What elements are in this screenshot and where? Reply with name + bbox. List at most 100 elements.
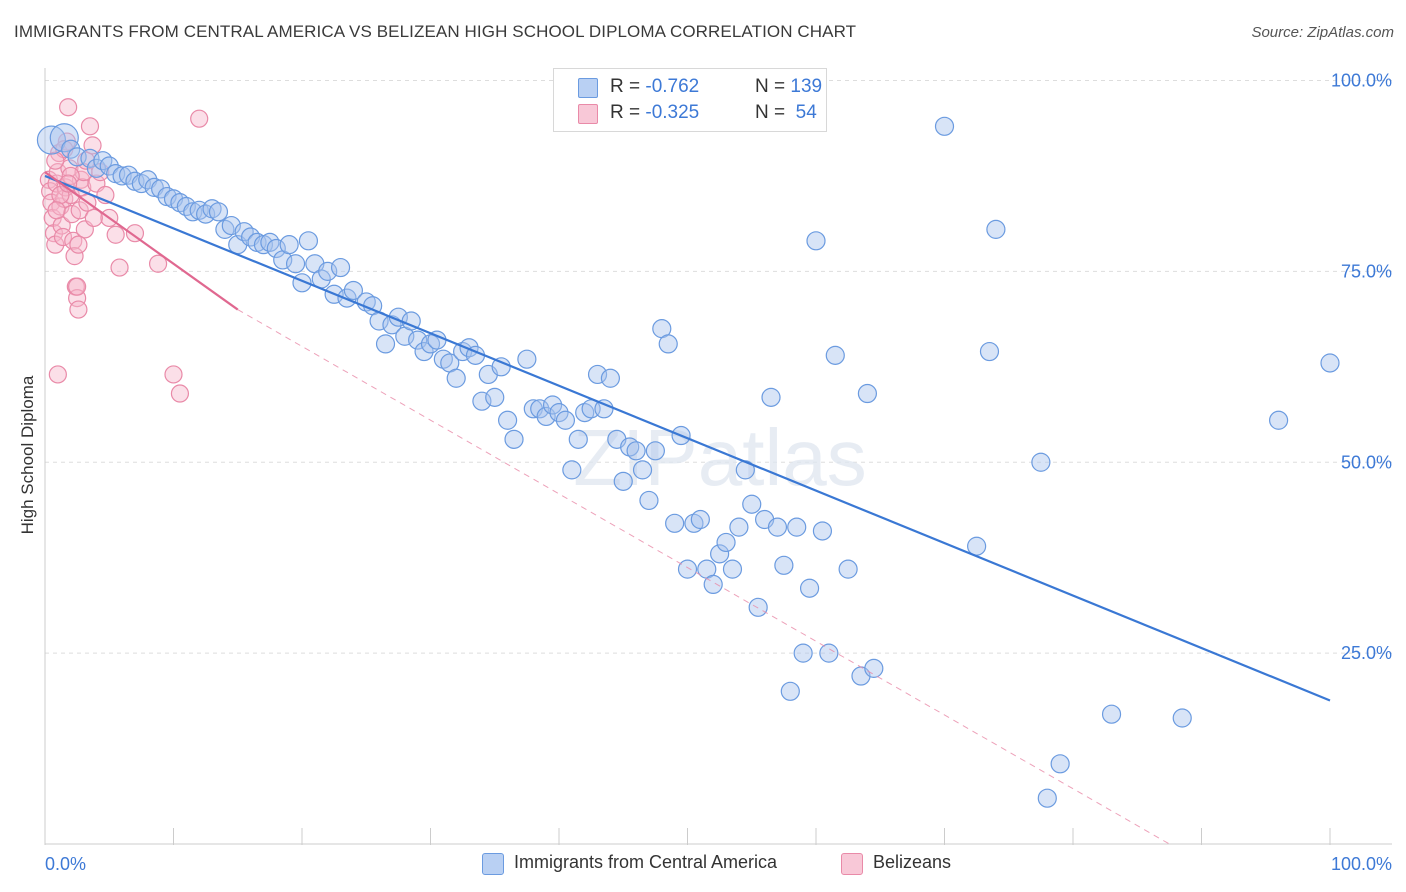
- central-america-point: [485, 387, 505, 407]
- n-value-blue: 139: [790, 76, 823, 97]
- central-america-point: [729, 517, 749, 537]
- legend-r-blue: R = -0.762: [610, 76, 699, 98]
- correlation-legend: R = -0.762 N = 139 R = -0.325 N = 54: [553, 68, 827, 132]
- central-america-point: [517, 349, 537, 369]
- n-label: N =: [755, 76, 791, 97]
- central-america-point: [806, 231, 826, 251]
- central-america-point: [793, 643, 813, 663]
- legend-n-pink: N = 54: [755, 102, 817, 124]
- central-america-point: [504, 429, 524, 449]
- belizeans-point: [48, 365, 67, 384]
- n-value-pink: 54: [790, 102, 817, 123]
- central-america-point: [446, 368, 466, 388]
- central-america-point: [761, 387, 781, 407]
- belizeans-point: [106, 225, 125, 244]
- central-america-point: [710, 544, 730, 564]
- central-america-point: [408, 330, 428, 350]
- belizeans-point: [110, 258, 129, 277]
- central-america-point: [722, 559, 743, 579]
- central-america-point: [176, 196, 196, 217]
- central-america-point: [1268, 410, 1289, 430]
- legend-swatch-blue: [482, 853, 504, 875]
- central-america-point: [151, 179, 171, 199]
- belizeans-trend-extension: [237, 309, 1170, 845]
- central-america-point: [799, 578, 820, 598]
- central-america-point: [780, 681, 800, 701]
- legend-label: Immigrants from Central America: [514, 852, 778, 872]
- central-america-point: [748, 597, 768, 617]
- central-america-point: [677, 559, 698, 579]
- belizeans-point: [46, 151, 65, 170]
- central-america-point: [857, 383, 878, 404]
- belizeans-point: [164, 365, 183, 384]
- y-axis-label: High School Diploma: [18, 375, 37, 535]
- belizeans-point: [84, 208, 103, 228]
- central-america-point: [665, 513, 685, 533]
- belizeans-point: [47, 201, 66, 220]
- grid-layer: [45, 80, 1392, 654]
- central-america-point: [99, 156, 119, 176]
- source-credit: Source: ZipAtlas.com: [1251, 24, 1394, 41]
- central-america-point: [825, 345, 845, 365]
- legend-r-pink: R = -0.325: [610, 102, 699, 124]
- belizeans-point: [59, 98, 78, 117]
- central-america-point: [639, 490, 659, 511]
- belizeans-point: [80, 117, 100, 136]
- legend-label: Belizeans: [873, 852, 952, 872]
- central-america-point: [549, 403, 569, 423]
- belizeans-point: [70, 201, 89, 220]
- y-tick-label: 25.0%: [1341, 643, 1392, 663]
- central-america-point: [812, 521, 833, 541]
- central-america-point: [986, 219, 1006, 239]
- x-tick-label: 0.0%: [45, 854, 86, 874]
- tick-labels: 100.0% 75.0% 50.0% 25.0% 0.0% 100.0%: [45, 71, 1392, 875]
- x-tick-label: 100.0%: [1331, 854, 1392, 874]
- r-label: R =: [610, 102, 646, 123]
- belizeans-point: [148, 254, 168, 273]
- legend-swatch-pink: [578, 104, 598, 124]
- r-label: R =: [610, 76, 646, 97]
- central-america-point: [536, 406, 556, 427]
- central-america-point: [266, 238, 286, 259]
- central-america-point: [600, 368, 621, 388]
- central-america-point: [979, 341, 1000, 362]
- belizeans-point: [170, 384, 190, 403]
- central-america-point: [36, 125, 67, 155]
- legend-swatch-pink: [841, 853, 863, 875]
- belizeans-point: [190, 109, 209, 128]
- central-america-point: [568, 429, 588, 449]
- central-america-point: [542, 395, 563, 415]
- central-america-point: [1101, 704, 1122, 724]
- central-america-point: [93, 151, 113, 171]
- belizeans-point: [125, 224, 145, 243]
- central-america-point: [298, 231, 319, 251]
- central-america-point: [774, 555, 794, 575]
- central-america-point: [530, 399, 550, 419]
- central-america-point: [1320, 353, 1340, 373]
- central-america-point: [838, 559, 858, 579]
- belizeans-point: [46, 235, 65, 254]
- trend-lines: [44, 171, 1331, 845]
- belizeans-point: [60, 159, 79, 178]
- central-america-point: [864, 658, 884, 678]
- central-america-point: [375, 334, 396, 354]
- central-america-point: [742, 494, 762, 514]
- central-america-point: [61, 139, 81, 159]
- belizeans-point: [69, 235, 88, 254]
- central-america-point: [626, 441, 646, 461]
- central-america-point: [703, 574, 723, 595]
- central-america-point: [49, 123, 79, 153]
- central-america-point: [767, 517, 788, 537]
- central-america-point: [1050, 754, 1070, 774]
- central-america-point: [819, 643, 839, 663]
- central-america-point: [555, 410, 576, 430]
- belizeans-point: [65, 247, 84, 266]
- central-america-point: [1172, 708, 1192, 728]
- belizeans-points: [39, 98, 209, 403]
- central-america-point: [587, 364, 608, 385]
- central-america-point: [787, 517, 807, 537]
- central-america-point: [658, 334, 678, 354]
- belizeans-trend-line: [44, 171, 239, 311]
- central-america-point: [498, 410, 518, 430]
- central-america-point: [279, 235, 299, 255]
